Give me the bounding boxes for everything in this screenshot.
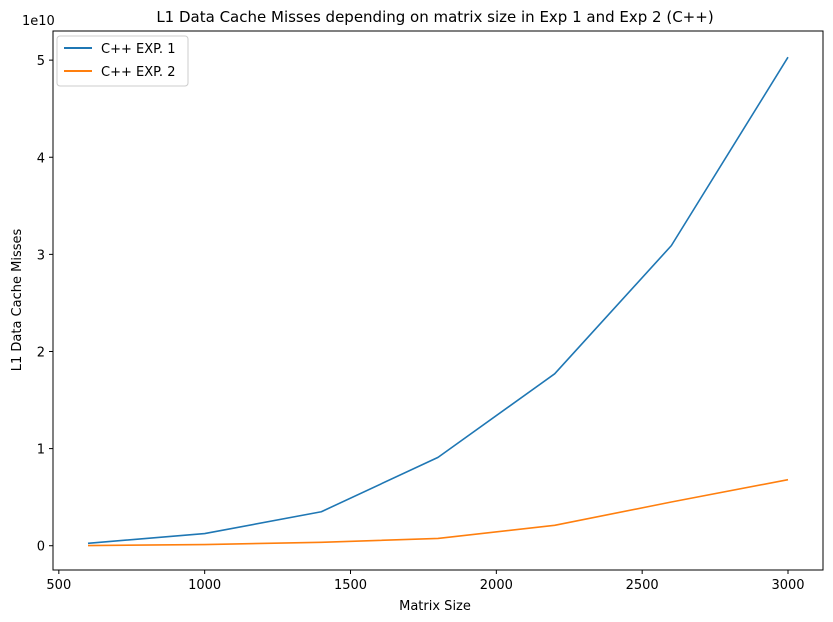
y-tick-label-2: 2 [37,345,45,360]
y-tick-label-4: 4 [37,151,45,166]
y-offset-label: 1e10 [22,14,55,29]
x-tick-label-2500: 2500 [626,578,659,593]
plot-frame [52,30,824,571]
x-axis-ticks: 500 1000 1500 2000 2500 3000 [46,570,805,593]
y-axis-ticks: 0 1 2 3 4 5 [37,54,53,555]
y-axis-title: L1 Data Cache Misses [10,229,25,372]
x-axis-title: Matrix Size [399,599,471,614]
y-tick-label-1: 1 [37,443,45,458]
x-tick-label-500: 500 [46,578,71,593]
x-tick-label-2000: 2000 [480,578,513,593]
legend: C++ EXP. 1 C++ EXP. 2 [56,35,189,87]
plot-lines [87,56,789,547]
chart-title: L1 Data Cache Misses depending on matrix… [156,8,713,26]
x-tick-label-1000: 1000 [188,578,221,593]
legend-label-exp2: C++ EXP. 2 [101,65,175,80]
series-line-exp2 [87,478,789,547]
y-tick-label-3: 3 [37,248,45,263]
y-tick-label-0: 0 [37,540,45,555]
x-tick-label-3000: 3000 [771,578,804,593]
series-line-exp1 [87,56,789,545]
x-tick-label-1500: 1500 [334,578,367,593]
legend-label-exp1: C++ EXP. 1 [101,42,175,57]
y-tick-label-5: 5 [37,54,45,69]
